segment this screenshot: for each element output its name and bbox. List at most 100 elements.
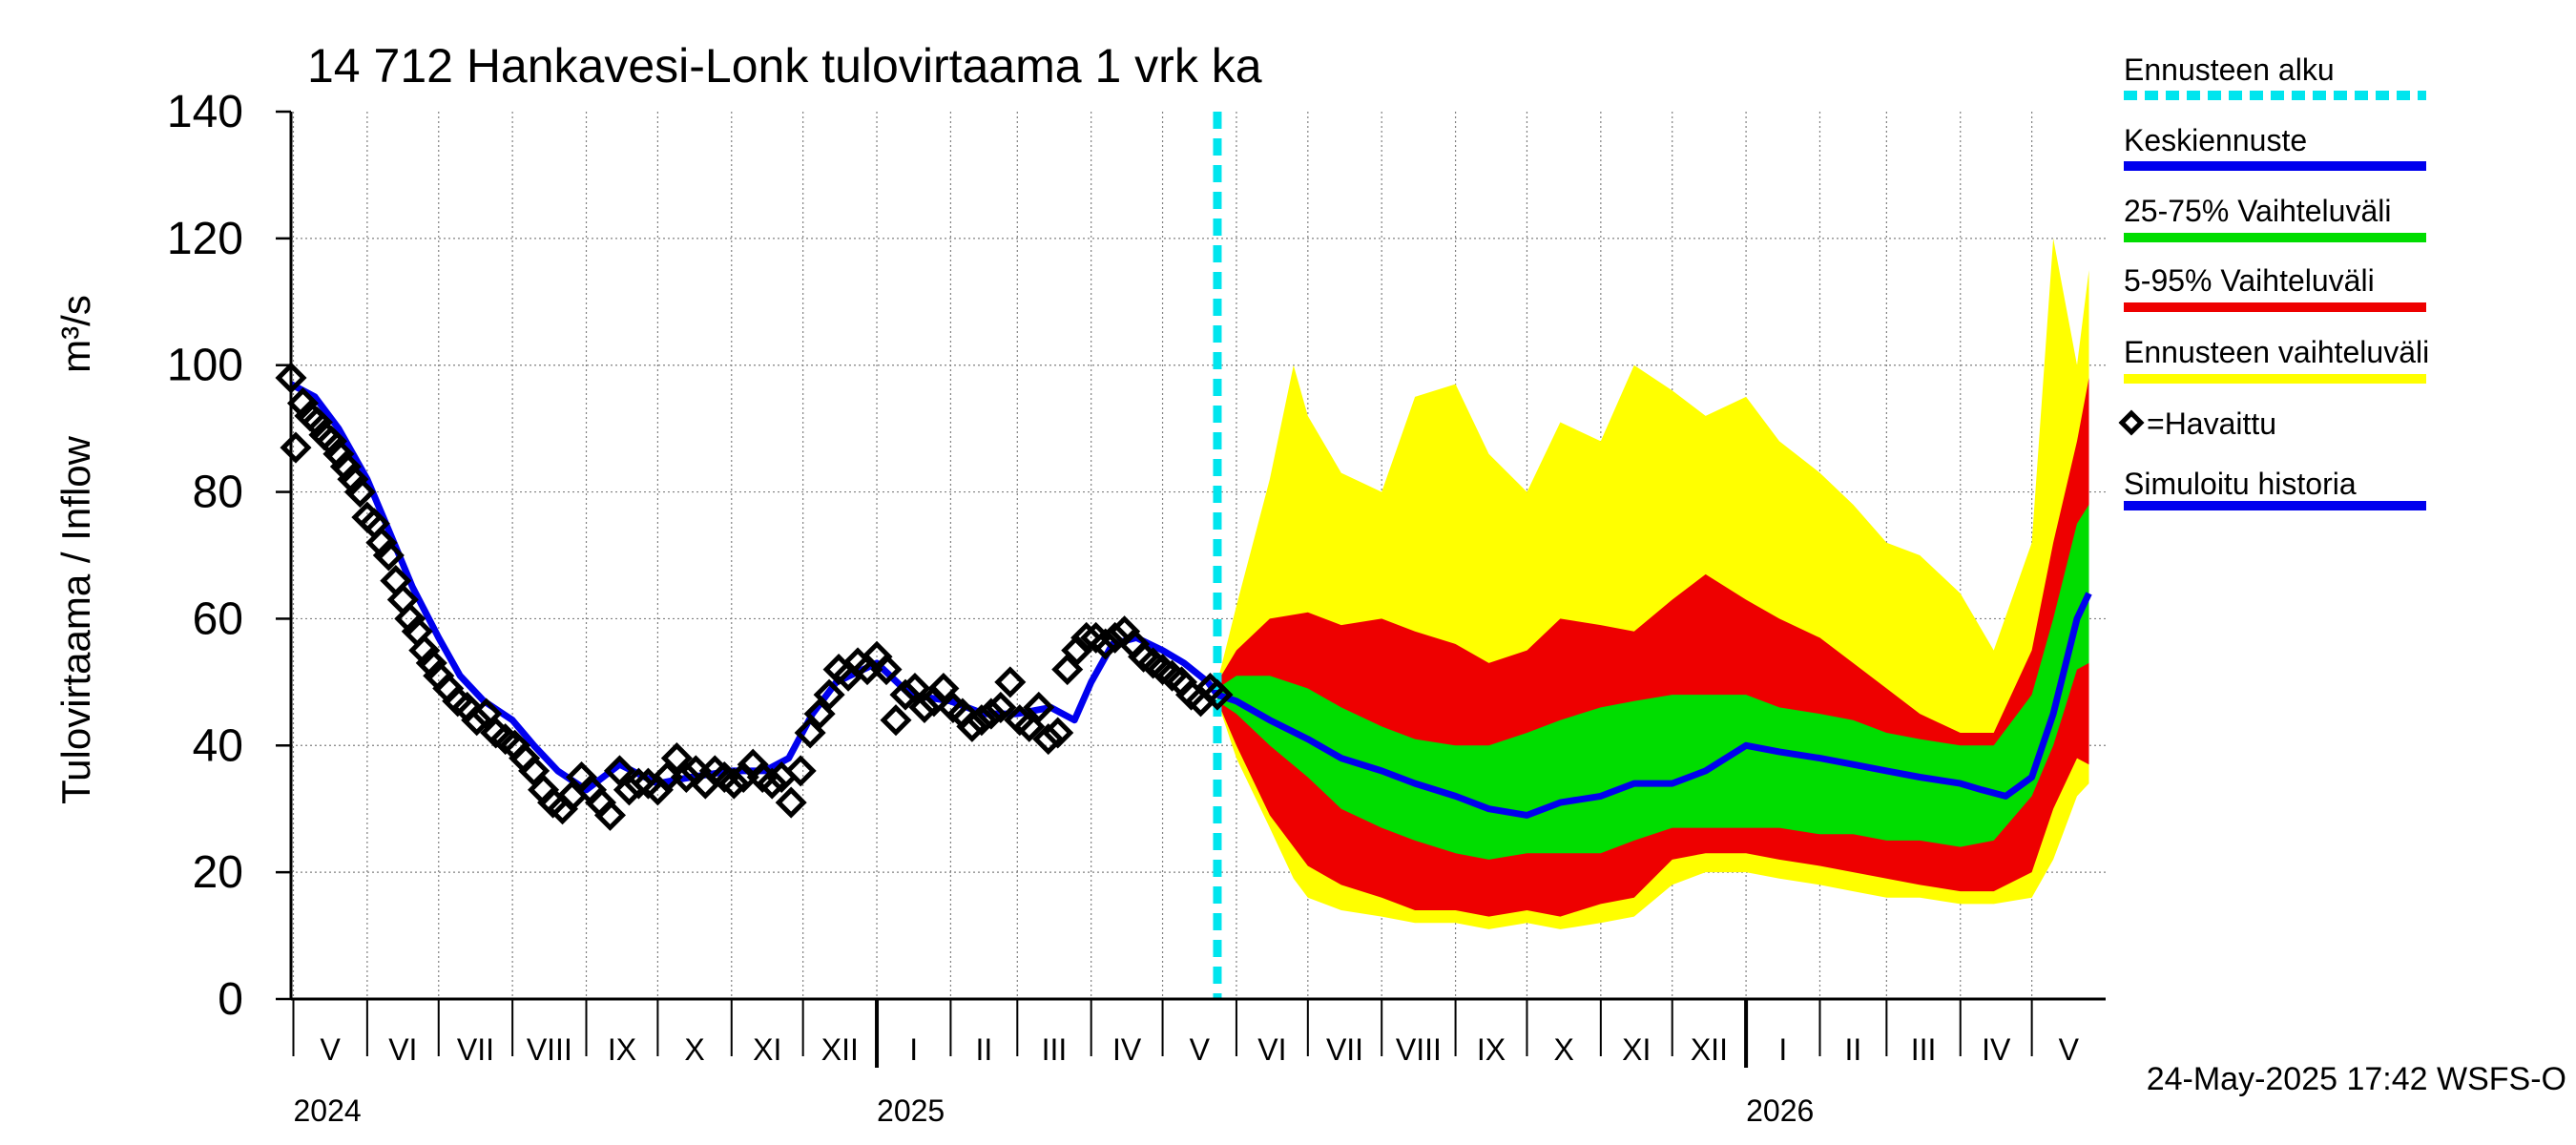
- x-year-label: 2024: [293, 1093, 361, 1128]
- x-month-label: VIII: [1396, 1032, 1442, 1067]
- x-month-label: IV: [1112, 1032, 1142, 1067]
- observed-point: [280, 431, 312, 464]
- y-axis-unit: m³/s: [53, 295, 98, 373]
- observed-point: [660, 742, 693, 775]
- observed-point: [975, 697, 1008, 730]
- legend-label: 25-75% Vaihteluväli: [2124, 194, 2391, 228]
- observed-point: [889, 678, 922, 711]
- series-lines: [289, 112, 2092, 999]
- observed-point: [286, 387, 320, 420]
- observed-point: [593, 799, 627, 831]
- observed-point: [670, 760, 702, 794]
- x-month-label: I: [1778, 1032, 1787, 1067]
- legend-label: =Havaittu: [2147, 406, 2276, 441]
- line-simuloitu-historia: [289, 381, 1220, 794]
- x-month-label: VIII: [527, 1032, 572, 1067]
- observed-point: [1042, 717, 1074, 749]
- y-tick-label: 140: [167, 87, 243, 137]
- y-tick-label: 20: [193, 847, 243, 898]
- observed-point: [518, 755, 551, 787]
- legend-label: Keskiennuste: [2124, 123, 2307, 157]
- observed-point: [803, 697, 836, 730]
- legend: Ennusteen alku Keskiennuste 25-75% Vaihtel…: [2118, 52, 2429, 510]
- legend-label: Ennusteen vaihteluväli: [2124, 335, 2429, 369]
- observed-point: [756, 767, 788, 800]
- y-tick-label: 80: [193, 468, 243, 518]
- observed-point: [813, 678, 845, 711]
- x-month-label: II: [1845, 1032, 1862, 1067]
- x-month-label: X: [1553, 1032, 1573, 1067]
- x-month-label: II: [975, 1032, 992, 1067]
- y-tick-label: 0: [218, 974, 243, 1025]
- observed-point: [880, 704, 912, 737]
- x-month-label: V: [2059, 1032, 2080, 1067]
- x-month-label: IX: [608, 1032, 636, 1067]
- x-month-label: VII: [1326, 1032, 1363, 1067]
- x-month-label: III: [1042, 1032, 1068, 1067]
- observed-point: [717, 767, 750, 800]
- observed-point: [1090, 628, 1122, 660]
- x-month-label: XI: [753, 1032, 781, 1067]
- x-month-label: XII: [1691, 1032, 1728, 1067]
- observed-point: [470, 697, 503, 730]
- observed-point: [622, 767, 654, 800]
- observed-point: [1023, 691, 1055, 723]
- x-month-label: III: [1911, 1032, 1937, 1067]
- observed-point: [1070, 621, 1103, 654]
- y-axis-label: Tulovirtaama / Inflow: [53, 435, 98, 804]
- observed-point: [461, 704, 493, 737]
- observed-point: [784, 755, 817, 787]
- x-month-label: XII: [821, 1032, 859, 1067]
- observed-point: [329, 450, 362, 483]
- observed-point: [956, 710, 988, 742]
- observed-point: [408, 635, 441, 667]
- observed-point: [994, 666, 1027, 698]
- observed-point: [372, 539, 405, 572]
- x-month-label: XI: [1622, 1032, 1651, 1067]
- observed-point: [908, 691, 941, 723]
- observed-point: [315, 425, 347, 457]
- chart-title: 14 712 Hankavesi-Lonk tulovirtaama 1 vrk…: [307, 39, 1262, 93]
- line-keskiennuste: [1215, 592, 2092, 819]
- observed-markers: [275, 362, 1234, 831]
- x-year-label: 2025: [877, 1093, 945, 1128]
- x-year-label: 2026: [1746, 1093, 1814, 1128]
- observed-point: [794, 717, 826, 749]
- x-month-label: IX: [1477, 1032, 1506, 1067]
- x-month-label: IV: [1982, 1032, 2011, 1067]
- observed-point: [337, 463, 369, 495]
- observed-point: [343, 476, 376, 509]
- y-tick-label: 40: [193, 720, 243, 771]
- y-tick-label: 100: [167, 341, 243, 391]
- observed-point: [1013, 710, 1046, 742]
- legend-marker-observed: [2118, 409, 2145, 436]
- observed-point: [927, 672, 960, 705]
- legend-label: 5-95% Vaihteluväli: [2124, 263, 2375, 298]
- observed-point: [1099, 621, 1132, 654]
- observed-point: [1032, 723, 1065, 756]
- observed-point: [870, 654, 903, 686]
- x-month-label: VII: [457, 1032, 494, 1067]
- observed-point: [775, 786, 807, 819]
- observed-point: [966, 704, 998, 737]
- y-tick-label: 60: [193, 593, 243, 644]
- observed-point: [415, 647, 447, 679]
- observed-point: [603, 755, 635, 787]
- x-month-label: VI: [388, 1032, 417, 1067]
- x-month-label: VI: [1257, 1032, 1286, 1067]
- observed-point: [899, 672, 931, 705]
- legend-label: Simuloitu historia: [2124, 467, 2357, 501]
- x-month-label: V: [1190, 1032, 1211, 1067]
- observed-point: [985, 691, 1017, 723]
- y-tick-label: 120: [167, 214, 243, 264]
- timestamp-label: 24-May-2025 17:42 WSFS-O: [2147, 1061, 2566, 1097]
- observed-point: [1201, 678, 1234, 711]
- x-month-label: I: [909, 1032, 918, 1067]
- observed-point: [394, 602, 426, 635]
- x-month-label: X: [684, 1032, 704, 1067]
- legend-label: Ennusteen alku: [2124, 52, 2335, 87]
- observed-point: [322, 438, 355, 470]
- x-month-label: V: [321, 1032, 342, 1067]
